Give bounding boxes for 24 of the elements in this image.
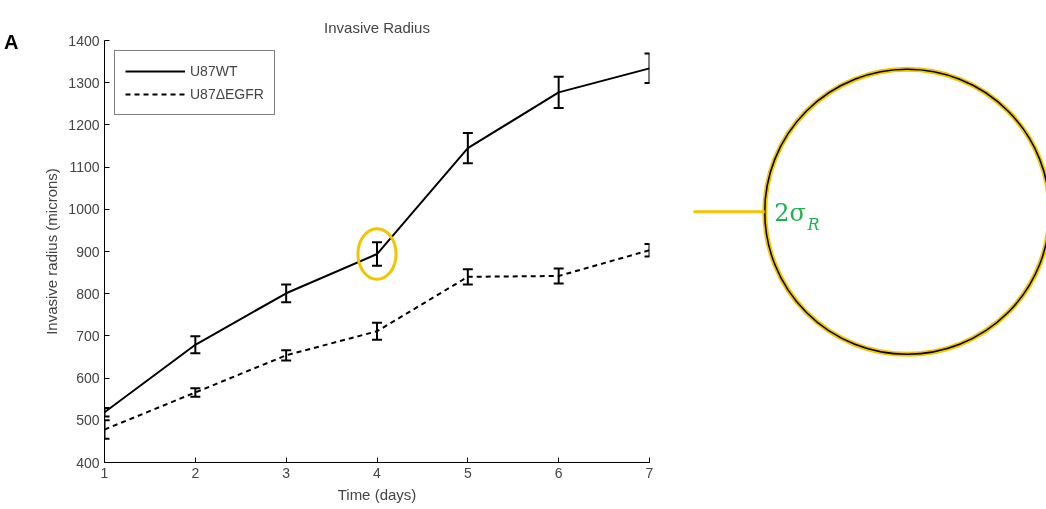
text: A xyxy=(4,30,19,55)
x-tick-label: 1 xyxy=(100,464,109,481)
x-tick-label: 5 xyxy=(463,464,472,481)
y-tick-label: 1400 xyxy=(68,32,100,49)
legend-label: U87ΔEGFR xyxy=(190,86,264,102)
x-tick-label: 6 xyxy=(554,464,563,481)
y-tick-label: 600 xyxy=(76,370,100,387)
y-tick-label: 900 xyxy=(76,243,100,260)
x-tick-label: 7 xyxy=(645,464,654,481)
y-tick-label: 800 xyxy=(76,285,100,302)
y-tick-label: 500 xyxy=(76,412,100,429)
x-axis-title: Time (days) xyxy=(337,485,417,503)
x-tick-label: 3 xyxy=(282,464,291,481)
y-tick-label: 1100 xyxy=(69,159,100,176)
y-tick-label: 1200 xyxy=(68,116,100,133)
y-tick-label: 1000 xyxy=(68,201,100,218)
y-axis-title: Invasive radius (microns) xyxy=(43,168,61,335)
chart-title: Invasive Radius xyxy=(324,18,430,36)
x-tick-label: 2 xyxy=(191,464,200,481)
legend-label: U87WT xyxy=(190,63,238,79)
y-tick-label: 700 xyxy=(76,327,100,344)
y-tick-label: 400 xyxy=(76,454,100,471)
x-tick-label: 4 xyxy=(373,464,382,481)
y-tick-label: 1300 xyxy=(68,74,100,91)
